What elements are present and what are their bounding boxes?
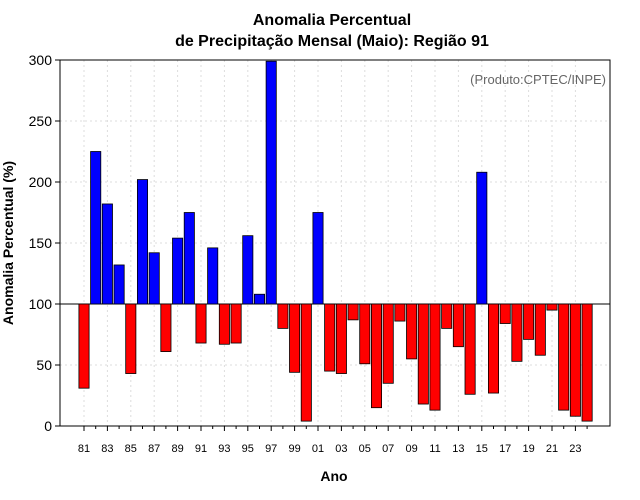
x-tick-label: 85 — [125, 443, 137, 455]
x-tick-label: 91 — [195, 443, 207, 455]
x-tick-label: 11 — [429, 443, 440, 455]
bar-24 — [581, 303, 593, 422]
bar-21 — [546, 303, 558, 311]
x-tick-label: 13 — [452, 443, 464, 455]
bar-07 — [382, 303, 394, 384]
bar-98 — [277, 303, 289, 329]
bar-81 — [78, 303, 90, 389]
x-tick-label: 83 — [101, 443, 113, 455]
bar-05 — [359, 303, 371, 365]
bar-15 — [476, 171, 488, 305]
bar-00 — [300, 303, 312, 422]
bar-90 — [183, 212, 195, 305]
y-tick-label: 150 — [29, 235, 53, 251]
x-tick-label: 01 — [312, 443, 324, 455]
bar-95 — [242, 235, 254, 305]
x-tick-label: 07 — [382, 443, 394, 455]
bar-22 — [558, 303, 570, 411]
x-tick-label: 03 — [335, 443, 347, 455]
x-tick-label: 93 — [218, 443, 230, 455]
x-axis-label: Ano — [320, 468, 347, 484]
y-tick-label: 0 — [44, 418, 52, 434]
y-tick-label: 250 — [29, 113, 53, 129]
bar-11 — [429, 303, 441, 411]
bar-04 — [347, 303, 359, 321]
bar-10 — [417, 303, 429, 405]
x-tick-label: 17 — [499, 443, 511, 455]
bar-88 — [160, 303, 172, 352]
bar-83 — [101, 203, 113, 305]
y-tick-label: 200 — [29, 174, 53, 190]
bar-97 — [265, 60, 277, 305]
bar-06 — [370, 303, 382, 409]
bar-12 — [441, 303, 453, 329]
bar-89 — [172, 237, 184, 305]
x-tick-label: 99 — [288, 443, 300, 455]
bar-99 — [289, 303, 301, 373]
bar-92 — [207, 247, 219, 305]
bar-20 — [534, 303, 546, 356]
y-axis-label: Anomalia Percentual (%) — [0, 161, 16, 325]
bar-09 — [406, 303, 418, 360]
bar-91 — [195, 303, 207, 344]
y-axis-ticks: 0 50 100 150 200 250 300 — [29, 52, 60, 434]
x-tick-label: 81 — [78, 443, 90, 455]
bar-96 — [253, 293, 265, 305]
bar-82 — [90, 151, 102, 305]
x-tick-label: 19 — [522, 443, 534, 455]
bar-86 — [136, 179, 148, 305]
y-tick-label: 100 — [29, 296, 53, 312]
x-tick-label: 23 — [569, 443, 581, 455]
bar-85 — [125, 303, 137, 374]
bar-14 — [464, 303, 476, 395]
bar-93 — [218, 303, 230, 345]
bar-94 — [230, 303, 242, 344]
bar-16 — [487, 303, 499, 394]
bar-23 — [569, 303, 581, 417]
bar-08 — [394, 303, 406, 322]
bar-01 — [312, 212, 324, 305]
x-tick-label: 21 — [546, 443, 558, 455]
chart-title-line-2: de Precipitação Mensal (Maio): Região 91 — [175, 33, 489, 50]
chart-title-line-1: Anomalia Percentual — [253, 12, 411, 29]
x-tick-label: 09 — [405, 443, 417, 455]
x-tick-label: 89 — [171, 443, 183, 455]
y-tick-label: 300 — [29, 52, 53, 68]
bar-03 — [335, 303, 347, 374]
x-tick-label: 97 — [265, 443, 277, 455]
bar-19 — [523, 303, 535, 340]
bar-84 — [113, 264, 125, 305]
x-tick-label: 95 — [242, 443, 254, 455]
bars — [78, 60, 593, 422]
source-annotation: (Produto:CPTEC/INPE) — [470, 72, 606, 87]
x-tick-label: 87 — [148, 443, 160, 455]
bar-13 — [452, 303, 464, 348]
bar-17 — [499, 303, 511, 324]
bar-87 — [148, 252, 160, 305]
x-tick-label: 15 — [476, 443, 488, 455]
bar-02 — [324, 303, 336, 372]
x-axis-ticks: 81 83 85 87 89 91 93 95 97 99 01 03 05 07 09 11 13 15 17 19… — [78, 426, 588, 455]
y-tick-label: 50 — [36, 357, 52, 373]
bar-18 — [511, 303, 523, 362]
x-tick-label: 05 — [359, 443, 371, 455]
